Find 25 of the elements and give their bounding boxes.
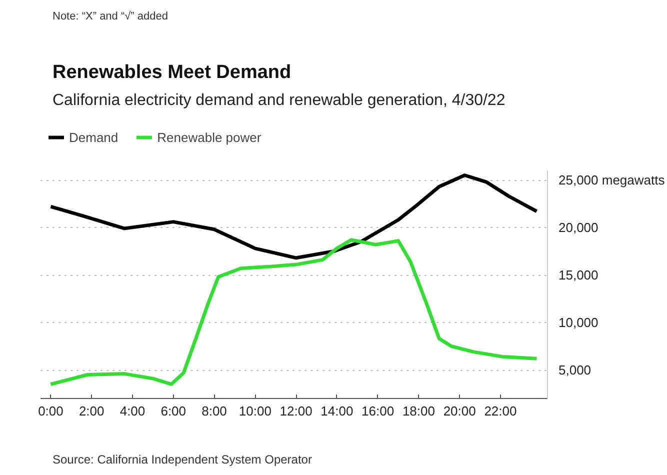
- x-tick-label: 22:00: [484, 404, 517, 418]
- chart-title: Renewables Meet Demand: [52, 62, 292, 83]
- legend-label: Renewable power: [157, 130, 262, 144]
- x-tick-label: 14:00: [320, 404, 354, 418]
- y-tick-label: 20,000: [558, 220, 598, 235]
- y-tick-label: 15,000: [558, 268, 598, 282]
- text: Note: “X” and “√” added: [52, 10, 168, 22]
- x-tick-label: 10:00: [238, 404, 272, 418]
- x-tick-label: 20:00: [443, 404, 476, 418]
- line-series: [48, 174, 538, 260]
- x-tick-label: 4:00: [120, 404, 146, 418]
- y-tick-label: 25,000 megawatts: [558, 172, 666, 188]
- x-tick-label: 2:00: [78, 404, 104, 418]
- x-tick-label: 6:00: [160, 404, 186, 418]
- source-note: Source: California Independent System Operator: [52, 452, 312, 466]
- legend-label: Demand: [69, 130, 118, 144]
- line-series: [48, 238, 538, 386]
- chart-subtitle: California electricity demand and renewable generation, 4/30/22: [52, 92, 506, 109]
- x-tick-label: 16:00: [362, 404, 394, 418]
- x-tick-label: 12:00: [280, 404, 312, 418]
- y-tick-label: 5,000: [558, 362, 592, 378]
- x-tick-label: 0:00: [38, 404, 64, 418]
- x-tick-label: 8:00: [202, 404, 227, 418]
- x-tick-label: 18:00: [402, 404, 435, 418]
- y-tick-label: 10,000: [558, 315, 598, 330]
